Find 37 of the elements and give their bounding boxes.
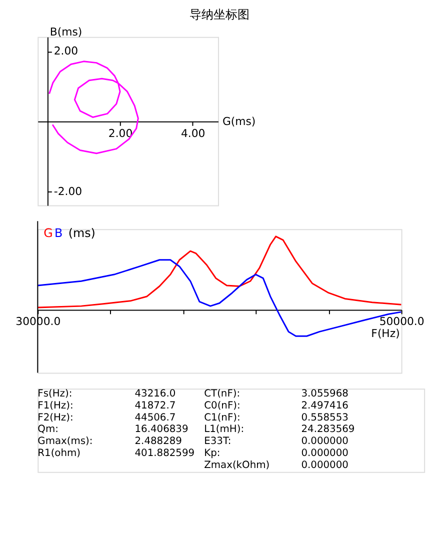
x-tick-label: 50000.0	[379, 315, 424, 328]
text: 43216.0	[134, 388, 176, 400]
text: E33T:	[204, 436, 232, 448]
text: 0.000000	[301, 448, 348, 459]
text: C1(nF):	[204, 412, 240, 424]
text: 16.406839	[134, 424, 188, 436]
y-axis-title: B(ms)	[50, 25, 82, 38]
text: B	[54, 226, 63, 240]
text: L1(mH):	[204, 424, 244, 436]
text: 3.055968	[301, 388, 348, 400]
text: Zmax(kOhm)	[204, 460, 270, 471]
x-axis-title: G(ms)	[222, 114, 256, 128]
text: 0.000000	[301, 436, 348, 448]
text: G	[44, 226, 53, 240]
y-axis-title: (ms)	[68, 226, 96, 240]
text: 401.882599	[134, 448, 195, 459]
text: Fs(Hz):	[38, 388, 72, 400]
text: 24.283569	[301, 424, 355, 436]
text: 41872.7	[134, 400, 176, 412]
y-tick-label: -2.00	[54, 185, 82, 198]
text: CT(nF):	[204, 388, 240, 400]
line-series	[48, 60, 139, 154]
text: 2.488289	[134, 436, 182, 448]
text: 44506.7	[134, 412, 176, 424]
text: R1(ohm)	[38, 448, 81, 459]
x-axis-title: F(Hz)	[371, 326, 400, 340]
chart-title: 导纳坐标图	[190, 8, 250, 22]
text: 0.000000	[301, 460, 348, 471]
text: 0.558553	[301, 412, 348, 424]
x-tick-label: 4.00	[180, 126, 206, 140]
text: Kp:	[204, 448, 220, 459]
text: Qm:	[38, 424, 58, 436]
text: F2(Hz):	[38, 412, 74, 424]
text: F1(Hz):	[38, 400, 74, 412]
text: 2.497416	[301, 400, 348, 412]
text: Gmax(ms):	[38, 436, 93, 448]
text: C0(nF):	[204, 400, 240, 412]
